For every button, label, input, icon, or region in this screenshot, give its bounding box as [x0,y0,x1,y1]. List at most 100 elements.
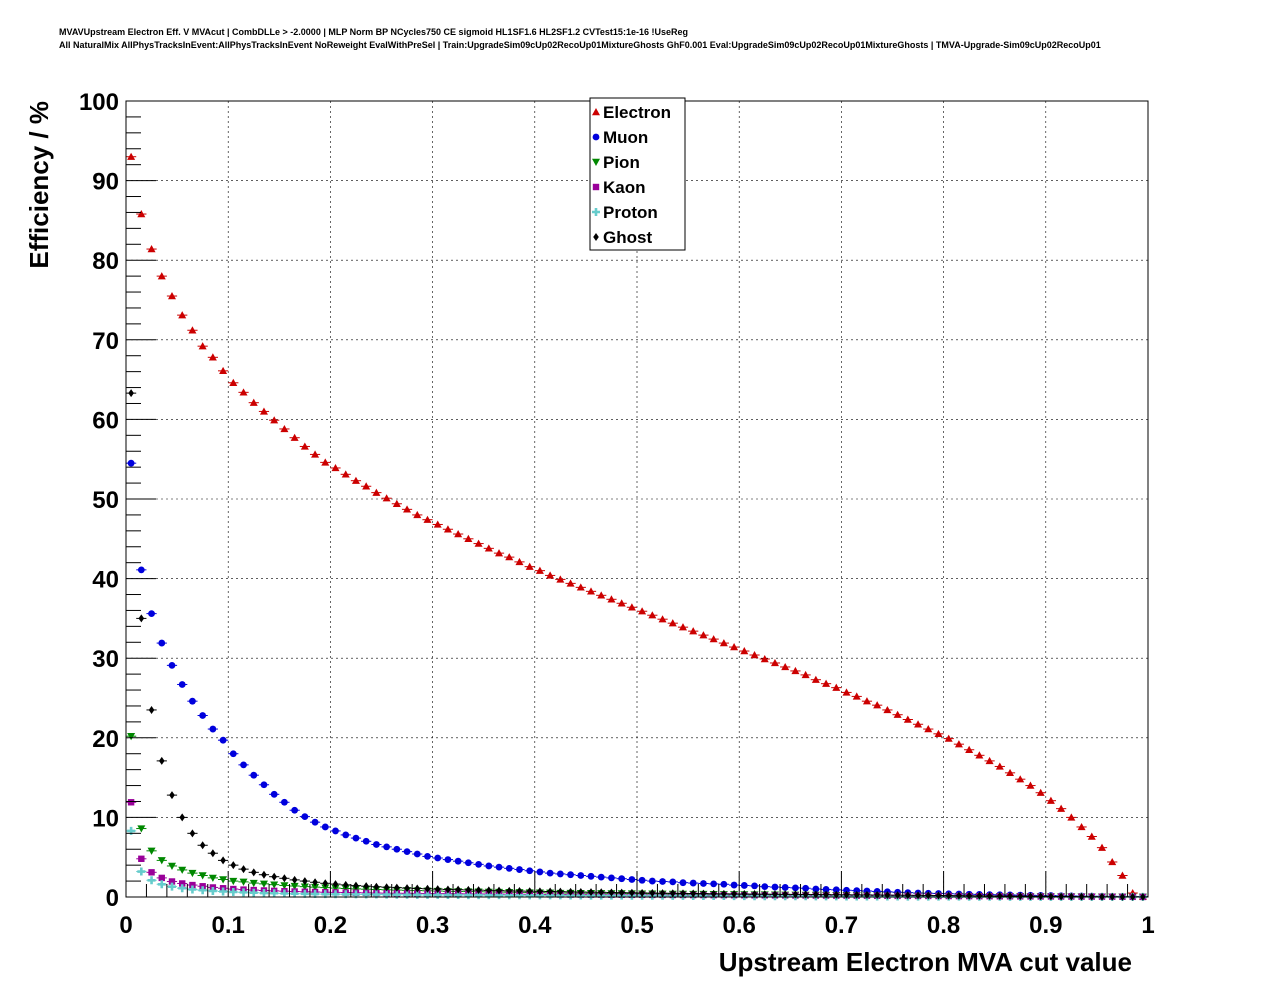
ghost-point [669,889,676,898]
muon-point [802,884,810,892]
electron-point [229,378,238,386]
electron-point [249,398,258,406]
electron-point [668,619,677,627]
muon-point [792,884,799,892]
ghost-point [312,878,318,887]
y-tick-label: 90 [92,169,119,196]
ghost-point [792,890,799,899]
muon-point [843,886,850,894]
muon-point [618,875,626,883]
muon-point [536,868,544,876]
pion-point [147,847,156,855]
electron-point [515,557,524,566]
pion-point [229,877,238,886]
axis-ticks [125,100,1149,898]
muon-point [710,880,718,888]
ghost-point [537,887,543,896]
electron-point [362,482,371,490]
electron-point [770,658,779,667]
ghost-point [394,883,400,892]
electron-point [801,670,810,679]
ghost-point [322,879,329,888]
proton-point [280,889,289,898]
electron-point [311,450,320,458]
ghost-point [414,884,421,893]
x-tick-label: 0.8 [927,912,960,939]
electron-point [300,442,309,450]
grid [126,101,1148,897]
muon-point [659,878,666,885]
electron-point [1067,813,1076,821]
muon-point [403,848,411,856]
electron-point [188,326,197,334]
ghost-point [291,875,298,884]
electron-point [147,245,156,253]
ghost-point [782,890,788,899]
electron-point [791,666,800,675]
muon-point [250,771,258,779]
electron-point [505,553,514,561]
electron-point [1087,832,1096,840]
electron-point [1016,775,1025,783]
x-tick-label: 0.7 [825,912,858,939]
legend-marker-ghost [593,233,599,241]
muon-point [608,874,615,882]
ghost-point [1058,892,1064,901]
electron-point [484,544,493,552]
pion-point [259,880,268,888]
legend-marker-kaon [592,183,600,191]
ghost-point [302,877,308,886]
proton-point [198,886,207,895]
electron-point [954,740,963,748]
electron-point [464,534,473,542]
ghost-point [353,881,359,890]
proton-point [208,886,217,895]
ghost-point [271,872,277,881]
ghost-point [945,891,952,900]
pion-point [321,884,330,892]
proton-point [321,890,330,899]
ghost-point [516,887,523,896]
electron-point [1026,781,1035,789]
electron-point [270,416,279,424]
ghost-point [220,856,226,865]
muon-point [587,872,595,880]
electron-point [781,662,790,671]
electron-point [893,710,902,718]
legend: Electron Muon Pion Kaon Proton Ghost [589,97,686,251]
muon-point [464,859,472,867]
legend-marker-electron [592,108,600,116]
proton-point [423,890,432,899]
ghost-point [486,886,492,895]
x-tick-label: 0 [119,912,132,939]
y-tick-label: 100 [79,89,119,116]
ghost-point [843,890,850,899]
pion-point [280,882,289,890]
muon-point [199,712,207,719]
ghost-point [424,884,431,893]
x-tick-label: 0.5 [620,912,653,939]
y-tick-label: 10 [92,805,119,832]
pion-point [331,884,340,893]
y-tick-label: 80 [92,248,119,275]
electron-point [127,152,136,160]
muon-point [209,725,217,733]
electron-point [413,510,422,519]
ghost-point [577,887,584,896]
muon-point [567,871,574,879]
electron-point [1098,843,1107,851]
muon-point [342,831,350,839]
muon-point [444,856,452,863]
ghost-point [731,889,737,898]
muon-point [475,860,482,868]
legend-marker-muon [592,133,600,141]
proton-point [433,890,442,899]
electron-point [566,579,575,587]
proton-point [249,888,258,897]
electron-point [740,647,749,655]
electron-point [392,499,401,507]
proton-point [219,887,228,896]
series-ghost [126,389,1148,901]
kaon-point [189,881,196,889]
muon-point [189,697,196,705]
